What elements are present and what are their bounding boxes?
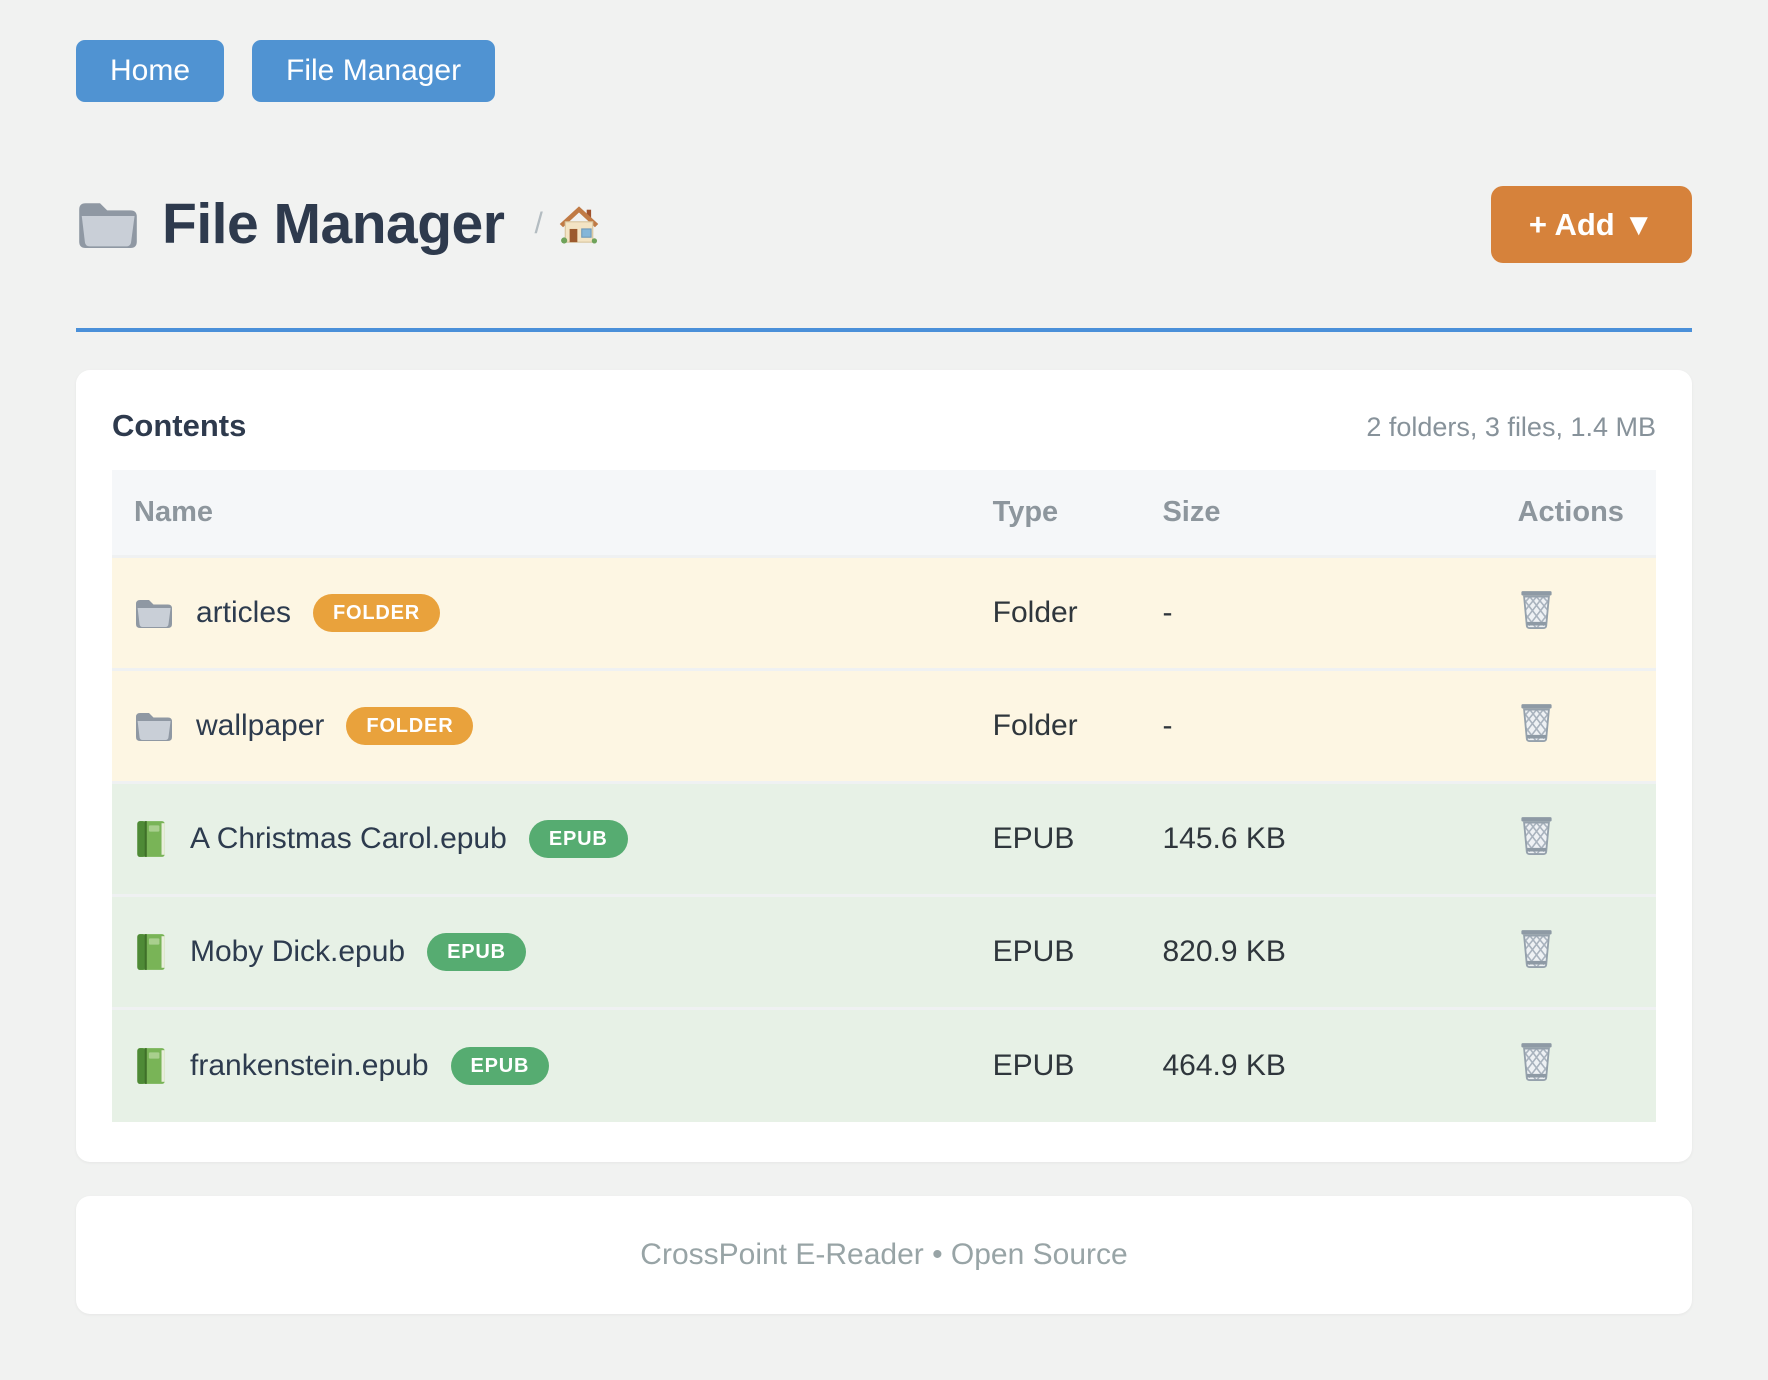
folder-icon [136,600,172,628]
delete-button[interactable] [1518,1041,1555,1082]
type-badge: EPUB [528,820,628,858]
trash-icon [1520,703,1552,742]
file-name: A Christmas Carol.epub [190,822,507,855]
page-header: File Manager / + Add ▼ [76,184,1692,264]
file-size: - [1162,709,1173,742]
delete-button[interactable] [1518,702,1555,743]
trash-icon [1520,816,1552,855]
top-nav: Home File Manager [76,40,1692,102]
file-table-body: articles FOLDER Folder - [112,556,1656,1122]
file-type: EPUB [992,822,1075,855]
type-badge: FOLDER [346,707,474,745]
breadcrumb-home-link[interactable] [557,202,601,246]
contents-heading: Contents [112,408,247,443]
file-type: EPUB [992,935,1075,968]
accent-rule [76,328,1692,332]
file-manager-button[interactable]: File Manager [252,40,496,102]
column-header-name: Name [134,496,213,528]
trash-icon [1520,929,1552,968]
book-icon [137,821,165,857]
footer: CrossPoint E-Reader • Open Source [76,1195,1692,1314]
house-icon [559,206,599,244]
column-header-size: Size [1162,496,1221,528]
file-size: - [1162,596,1173,629]
contents-card-header: Contents 2 folders, 3 files, 1.4 MB [112,408,1656,444]
table-row[interactable]: A Christmas Carol.epub EPUB EPUB 145.6 K… [112,782,1656,896]
trash-icon [1520,1043,1552,1082]
page: Home File Manager File Manager / + Add ▼ [76,0,1692,1314]
file-table-header-row: Name Type Size Actions [112,470,1656,557]
type-badge: EPUB [427,933,526,971]
type-badge: FOLDER [313,594,441,632]
file-name: frankenstein.epub [190,1048,429,1082]
breadcrumb-separator: / [534,207,543,240]
delete-button[interactable] [1518,815,1555,856]
file-type: Folder [992,596,1078,629]
contents-summary: 2 folders, 3 files, 1.4 MB [1366,412,1656,442]
delete-button[interactable] [1518,589,1555,630]
file-name: articles [196,596,292,629]
page-title: File Manager [162,192,505,256]
footer-text: CrossPoint E-Reader • Open Source [640,1237,1128,1271]
file-type: Folder [992,709,1078,742]
file-size: 820.9 KB [1162,935,1286,968]
file-size: 464.9 KB [1162,1048,1286,1082]
folder-icon [136,713,172,741]
file-size: 145.6 KB [1162,822,1286,855]
trash-icon [1520,590,1552,629]
contents-card: Contents 2 folders, 3 files, 1.4 MB Name… [76,370,1692,1162]
type-badge: EPUB [450,1046,550,1085]
file-name: Moby Dick.epub [190,935,406,968]
column-header-type: Type [992,496,1059,528]
column-header-actions: Actions [1517,496,1624,528]
delete-button[interactable] [1518,928,1555,969]
table-row[interactable]: Moby Dick.epub EPUB EPUB 820.9 KB [112,895,1656,1009]
file-table: Name Type Size Actions articles FOLDER F… [112,470,1656,1122]
file-type: EPUB [992,1048,1075,1082]
folder-icon [79,203,137,248]
table-row[interactable]: articles FOLDER Folder - [112,556,1656,670]
add-button[interactable]: + Add ▼ [1490,185,1692,263]
table-row[interactable]: frankenstein.epub EPUB EPUB 464.9 KB [112,1008,1656,1122]
book-icon [137,1047,165,1084]
file-name: wallpaper [196,709,325,742]
home-button[interactable]: Home [76,40,225,102]
book-icon [137,934,165,970]
table-row[interactable]: wallpaper FOLDER Folder - [112,669,1656,783]
